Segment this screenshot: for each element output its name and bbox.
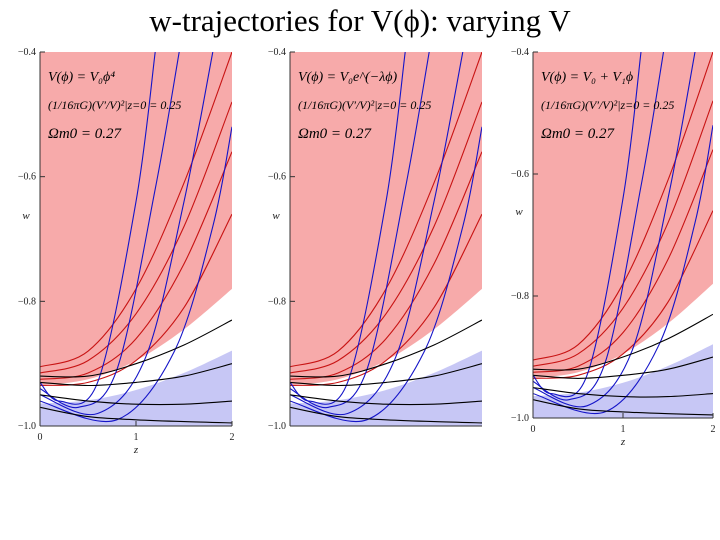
curve-red	[533, 210, 713, 379]
curve-blue	[290, 52, 464, 416]
curve-black	[533, 399, 713, 416]
lower-band-region	[40, 350, 232, 426]
normalization-formula: (1/16πG)(V′/V)²|z=0 = 0.25	[298, 98, 431, 112]
curve-black	[290, 394, 482, 406]
omega-value: Ωm0 = 0.27	[48, 126, 123, 142]
x-tick-label: 1	[134, 432, 139, 443]
curve-red	[290, 213, 482, 387]
potential-formula: V(ϕ) = V₀e^(−λϕ)	[298, 70, 398, 85]
curve-black	[290, 406, 482, 424]
allowed-region	[40, 52, 232, 386]
x-tick-label: 2	[230, 432, 235, 443]
curve-red	[40, 101, 232, 374]
chart-panel-left: −1.0 −0.8 −0.6 −0.4 0 1 2 w z V(ϕ) = V₀ϕ⁴ (1/16πG)…	[0, 40, 245, 480]
curve-blue	[40, 52, 214, 416]
curve-blue	[533, 52, 665, 401]
omega-value: Ωm0 = 0.27	[298, 126, 373, 142]
y-tick-label: −0.6	[18, 172, 36, 183]
y-tick-label: −0.6	[268, 172, 286, 183]
y-tick-label: −0.8	[268, 296, 286, 307]
lower-band-region	[533, 344, 713, 418]
curve-black	[533, 386, 713, 398]
curve-black	[290, 363, 482, 387]
y-axis-label: w	[515, 206, 523, 218]
curve-red	[40, 213, 232, 387]
curve-blue	[533, 52, 696, 408]
x-tick-label: 2	[711, 424, 716, 435]
y-tick-label: −0.8	[18, 296, 36, 307]
chart-panel-middle: −1.0 −0.8 −0.6 −0.4 w V(ϕ) = V₀e^(−λϕ) (1/16πG…	[250, 40, 495, 480]
y-tick-label: −1.0	[18, 421, 36, 432]
curve-black	[533, 313, 713, 371]
curve-red	[40, 52, 232, 368]
slide-title: w-trajectories for V(ϕ): varying V	[149, 3, 571, 38]
y-axis-label: w	[272, 210, 280, 222]
y-tick-label: −0.4	[268, 47, 286, 58]
y-tick-label: −0.4	[511, 47, 529, 58]
curve-red	[533, 100, 713, 367]
curve-red	[40, 151, 232, 380]
curve-black	[40, 319, 232, 378]
y-tick-label: −0.8	[511, 291, 529, 302]
curve-red	[290, 52, 482, 368]
x-tick-label: 0	[38, 432, 43, 443]
curve-black	[40, 406, 232, 424]
y-tick-label: −1.0	[511, 413, 529, 424]
curve-blue	[533, 125, 713, 415]
x-tick-label: 1	[621, 424, 626, 435]
y-tick-label: −0.6	[511, 169, 529, 180]
normalization-formula: (1/16πG)(V′/V)²|z=0 = 0.25	[48, 98, 181, 112]
curve-red	[290, 151, 482, 380]
curve-black	[290, 319, 482, 378]
y-axis-label: w	[22, 210, 30, 222]
chart-panel-right: −1.0 −0.8 −0.6 −0.4 0 1 2 w z V(ϕ) = V₀ + V₁ϕ (1/1…	[495, 40, 720, 480]
y-tick-label: −1.0	[268, 421, 286, 432]
curve-black	[40, 363, 232, 387]
curve-red	[533, 149, 713, 373]
curve-blue	[40, 126, 232, 422]
allowed-region	[290, 52, 482, 386]
x-axis-label: z	[133, 444, 139, 456]
potential-formula: V(ϕ) = V₀ + V₁ϕ	[541, 70, 633, 85]
potential-formula: V(ϕ) = V₀ϕ⁴	[48, 70, 115, 85]
normalization-formula: (1/16πG)(V′/V)²|z=0 = 0.25	[541, 98, 674, 112]
y-tick-label: −0.4	[18, 47, 36, 58]
curve-black	[40, 394, 232, 406]
x-tick-label: 0	[531, 424, 536, 435]
curve-blue	[40, 52, 180, 409]
curve-blue	[290, 52, 430, 409]
curve-black	[533, 356, 713, 379]
allowed-region	[533, 52, 713, 379]
curve-red	[533, 52, 713, 361]
curve-blue	[290, 126, 482, 422]
omega-value: Ωm0 = 0.27	[541, 126, 616, 142]
lower-band-region	[290, 350, 482, 426]
curve-red	[290, 101, 482, 374]
x-axis-label: z	[620, 436, 626, 448]
